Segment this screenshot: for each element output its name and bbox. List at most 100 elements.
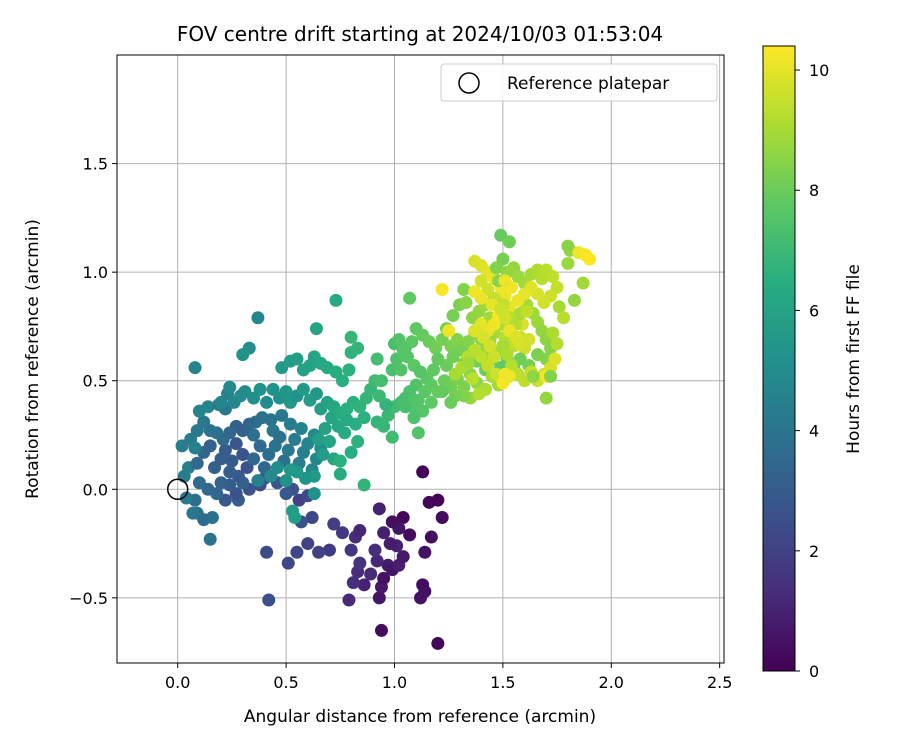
data-point (214, 476, 228, 490)
data-point (513, 337, 527, 351)
data-point (307, 487, 321, 501)
y-axis-label: Rotation from reference (arcmin) (23, 219, 43, 499)
data-point (205, 511, 219, 525)
y-tick-label: −0.5 (69, 589, 108, 608)
colorbar: 0 2 4 6 8 10 Hours from first FF file (762, 45, 864, 681)
data-point (557, 311, 571, 325)
data-point (372, 591, 386, 605)
colorbar-ticks: 0 2 4 6 8 10 (795, 61, 829, 681)
data-point (253, 382, 267, 396)
x-tick-label: 1.5 (490, 673, 515, 692)
data-point (405, 335, 419, 349)
data-point (309, 387, 323, 401)
colorbar-tick-label: 4 (809, 422, 819, 441)
data-point (394, 363, 408, 377)
reference-platepar-marker (166, 478, 189, 501)
data-point (374, 374, 388, 388)
plot-frame (116, 54, 725, 664)
colorbar-tick-label: 10 (809, 61, 829, 80)
data-point (442, 324, 456, 338)
colorbar-gradient (762, 45, 796, 672)
data-point (260, 545, 274, 559)
data-point (396, 511, 410, 525)
data-point (353, 556, 367, 570)
y-axis-ticks: −0.5 0.0 0.5 1.0 1.5 (69, 155, 117, 608)
data-point (344, 445, 358, 459)
data-point (288, 432, 302, 446)
data-point (279, 385, 293, 399)
data-point (368, 543, 382, 557)
data-point (322, 435, 336, 449)
data-point (546, 269, 560, 283)
colorbar-label: Hours from first FF file (844, 264, 864, 454)
data-point (273, 430, 287, 444)
data-point (335, 374, 349, 388)
data-point (225, 454, 239, 468)
data-point (414, 591, 427, 605)
data-point (296, 382, 310, 396)
data-point (459, 296, 473, 310)
colorbar-tick-label: 8 (809, 181, 819, 200)
y-tick-label: 0.0 (83, 480, 108, 499)
data-point (502, 235, 516, 249)
data-point (583, 252, 597, 266)
y-tick-label: 1.0 (83, 263, 108, 282)
data-point (483, 339, 497, 353)
data-point (500, 348, 514, 362)
data-point (370, 554, 384, 568)
data-point (398, 400, 412, 414)
legend-open-circle-icon (458, 72, 480, 94)
data-point (396, 343, 410, 357)
data-point (335, 526, 349, 540)
data-point (444, 395, 458, 409)
data-point (552, 300, 566, 314)
data-point (281, 556, 295, 570)
data-point (414, 365, 427, 379)
data-point (279, 487, 293, 501)
data-point (262, 593, 276, 607)
data-point (301, 537, 315, 551)
data-point (370, 352, 384, 366)
data-point (247, 428, 261, 442)
legend-box (440, 63, 718, 102)
data-point (448, 367, 462, 381)
data-point (351, 435, 365, 449)
data-point (316, 448, 330, 462)
data-point (264, 469, 278, 483)
data-point (351, 341, 365, 355)
data-point (435, 511, 449, 525)
data-point (357, 478, 371, 492)
data-point (548, 352, 562, 366)
data-point (472, 387, 486, 401)
x-tick-label: 2.0 (599, 673, 624, 692)
data-point (333, 454, 347, 468)
data-point (283, 417, 297, 431)
data-point (312, 432, 326, 446)
data-point (253, 439, 267, 453)
data-point (322, 543, 336, 557)
x-axis-ticks: 0.0 0.5 1.0 1.5 2.0 2.5 (165, 663, 732, 692)
data-point (461, 356, 475, 370)
data-points (175, 228, 597, 650)
data-point (576, 276, 590, 290)
data-point (539, 391, 553, 405)
data-point (561, 256, 575, 270)
data-point (502, 369, 516, 383)
data-point (203, 532, 217, 546)
data-point (550, 337, 564, 351)
data-point (251, 311, 265, 325)
data-point (364, 567, 378, 581)
data-point (333, 467, 347, 481)
data-point (561, 239, 575, 253)
x-tick-label: 0.0 (165, 673, 190, 692)
data-point (520, 304, 534, 318)
x-tick-label: 2.5 (707, 673, 732, 692)
data-point (435, 283, 449, 297)
colorbar-tick-label: 0 (809, 662, 819, 681)
data-point (236, 448, 250, 462)
data-point (312, 545, 326, 559)
data-point (344, 330, 358, 344)
data-point (374, 623, 388, 637)
data-point (494, 302, 508, 316)
data-point (223, 380, 237, 394)
